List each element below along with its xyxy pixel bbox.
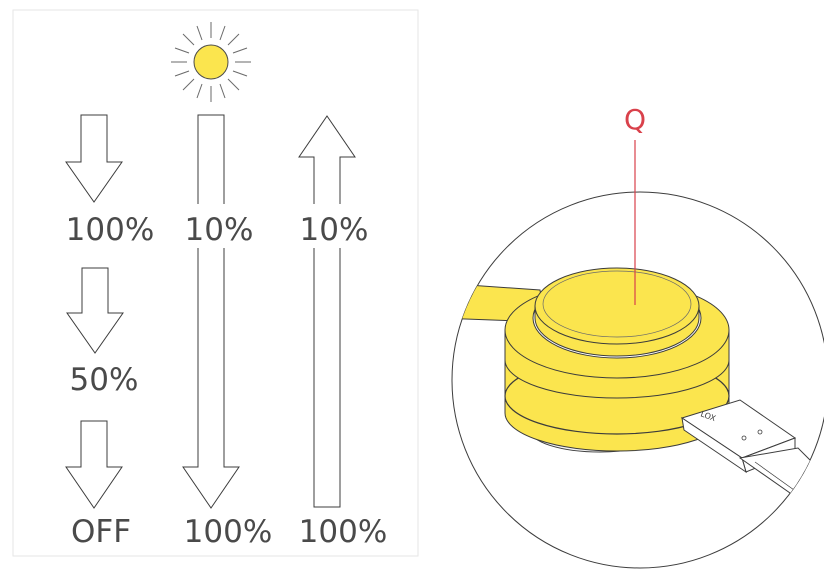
column2-label-backdrop: [180, 204, 256, 248]
column1-down-arrow-3: [65, 420, 123, 509]
column1-down-arrow-1: [65, 114, 123, 203]
callout-label-q: Q: [624, 103, 646, 136]
sun-icon: [171, 22, 251, 102]
column3-bottom-label: 100%: [299, 514, 388, 550]
column3-top-label: 10%: [300, 212, 369, 248]
column2-bottom-label: 100%: [184, 514, 273, 550]
column1-label-50: 50%: [70, 362, 139, 398]
column2-top-label: 10%: [185, 212, 254, 248]
column1-down-arrow-2: [66, 267, 124, 354]
column3-label-backdrop: [295, 204, 371, 248]
column1-label-100: 100%: [66, 212, 155, 248]
device-closeup: LOX Q: [451, 103, 824, 569]
column3-up-arrow: [298, 115, 356, 508]
column1-label-off: OFF: [71, 514, 131, 550]
column2-down-arrow: [182, 114, 240, 509]
